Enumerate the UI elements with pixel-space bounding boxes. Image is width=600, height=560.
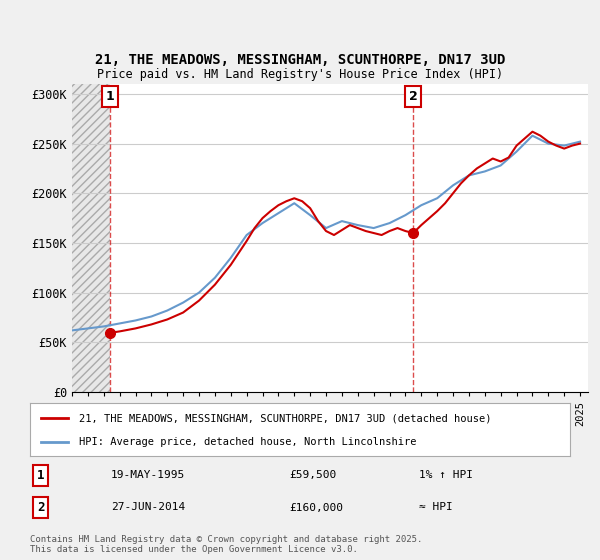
Text: 2: 2 — [37, 501, 44, 514]
Text: 19-MAY-1995: 19-MAY-1995 — [111, 470, 185, 480]
Text: 1: 1 — [106, 90, 114, 103]
Text: HPI: Average price, detached house, North Lincolnshire: HPI: Average price, detached house, Nort… — [79, 436, 416, 446]
Text: £160,000: £160,000 — [289, 502, 343, 512]
Text: 21, THE MEADOWS, MESSINGHAM, SCUNTHORPE, DN17 3UD: 21, THE MEADOWS, MESSINGHAM, SCUNTHORPE,… — [95, 53, 505, 67]
Text: 27-JUN-2014: 27-JUN-2014 — [111, 502, 185, 512]
Text: 1: 1 — [37, 469, 44, 482]
Text: Contains HM Land Registry data © Crown copyright and database right 2025.
This d: Contains HM Land Registry data © Crown c… — [30, 535, 422, 554]
Text: £59,500: £59,500 — [289, 470, 337, 480]
Text: 2: 2 — [409, 90, 418, 103]
Text: ≈ HPI: ≈ HPI — [419, 502, 452, 512]
Text: 1% ↑ HPI: 1% ↑ HPI — [419, 470, 473, 480]
Text: 21, THE MEADOWS, MESSINGHAM, SCUNTHORPE, DN17 3UD (detached house): 21, THE MEADOWS, MESSINGHAM, SCUNTHORPE,… — [79, 413, 491, 423]
Text: Price paid vs. HM Land Registry's House Price Index (HPI): Price paid vs. HM Land Registry's House … — [97, 68, 503, 81]
